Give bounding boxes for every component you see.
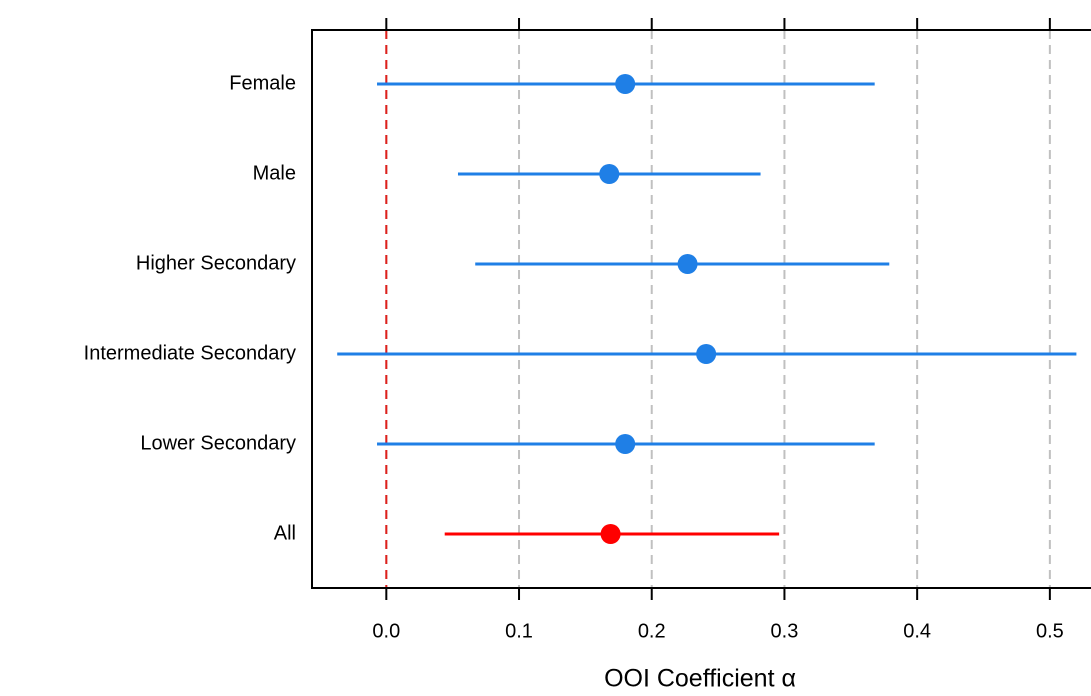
x-axis-label: OOI Coefficient α (604, 665, 796, 693)
x-tick-label: 0.1 (505, 620, 533, 642)
x-tick-label: 0.0 (372, 620, 400, 642)
x-tick-label: 0.5 (1036, 620, 1064, 642)
y-tick-label: Intermediate Secondary (84, 342, 296, 364)
point-estimate (600, 524, 621, 544)
plot-frame (311, 29, 1091, 589)
point-estimate (677, 254, 698, 274)
x-tick-label: 0.2 (638, 620, 666, 642)
y-tick-label: Male (253, 162, 296, 184)
point-estimate (696, 344, 717, 364)
y-tick-label: Lower Secondary (140, 432, 296, 454)
y-tick-label: Female (229, 72, 296, 94)
x-tick-label: 0.3 (771, 620, 799, 642)
y-tick-label: All (274, 522, 296, 544)
point-estimate (615, 74, 636, 94)
point-estimate (615, 434, 636, 454)
x-tick-label: 0.4 (903, 620, 931, 642)
point-estimate (599, 164, 620, 184)
y-tick-label: Higher Secondary (136, 252, 296, 274)
